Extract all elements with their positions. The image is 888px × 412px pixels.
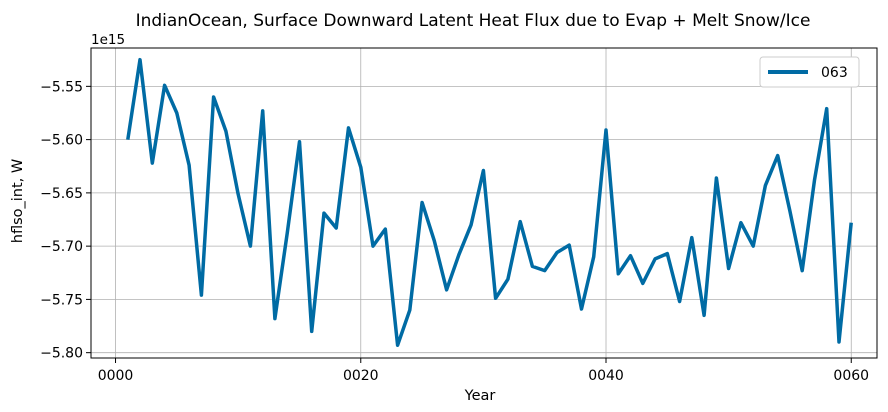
x-tick-label: 0040 — [588, 368, 624, 384]
plot-frame — [90, 47, 878, 359]
legend-box — [759, 56, 860, 88]
y-tick-label: −5.70 — [40, 239, 83, 255]
x-axis-label: Year — [464, 388, 496, 404]
legend-label: 063 — [821, 65, 848, 81]
y-tick-label: −5.80 — [40, 346, 83, 362]
y-tick-label: −5.75 — [40, 292, 83, 308]
y-tick-label: −5.55 — [40, 79, 83, 95]
y-axis-label: hflso_int, W — [10, 159, 26, 243]
y-offset-text: 1e15 — [91, 32, 125, 48]
y-tick-label: −5.65 — [40, 186, 83, 202]
x-tick-label: 0020 — [343, 368, 379, 384]
x-axis: 0000 0020 0040 0060 — [98, 358, 869, 384]
legend: 063 — [759, 56, 860, 88]
y-tick-label: −5.60 — [40, 133, 83, 149]
series-line — [126, 57, 853, 347]
y-axis: −5.55 −5.60 −5.65 −5.70 −5.75 −5.80 — [40, 79, 91, 362]
x-tick-label: 0060 — [833, 368, 869, 384]
chart-title: IndianOcean, Surface Downward Latent Hea… — [136, 11, 811, 31]
x-tick-label: 0000 — [98, 368, 134, 384]
series-layer — [126, 57, 853, 347]
grid — [91, 48, 877, 358]
